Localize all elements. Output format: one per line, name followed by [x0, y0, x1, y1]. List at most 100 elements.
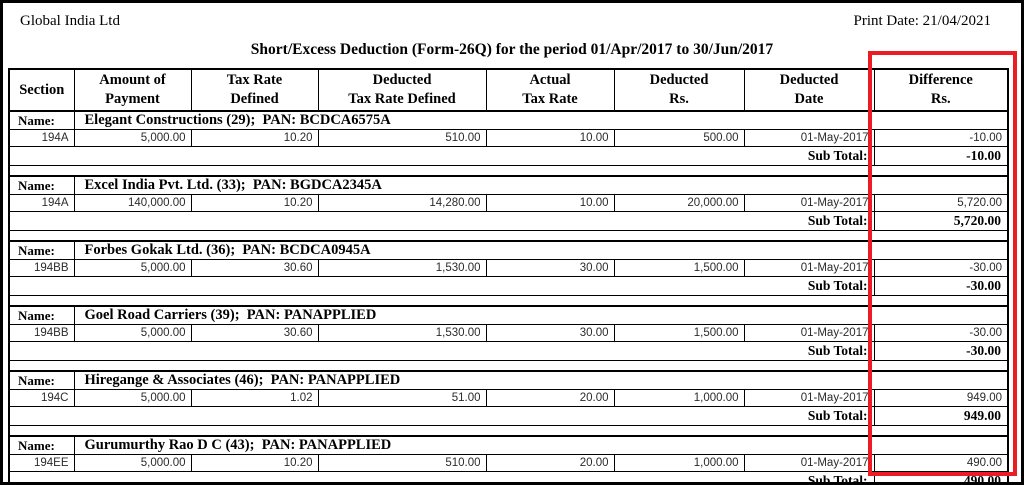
name-label: Name: [9, 240, 75, 260]
group-gap-cell [9, 426, 1008, 437]
data-cell-3: 1,530.00 [317, 324, 487, 342]
column-header-1: Amount of Payment [73, 68, 192, 112]
deduction-data-row: 194A 140,000.00 10.20 14,280.00 10.00 20,000.… [8, 194, 1009, 212]
sub-total-value: -30.00 [873, 341, 1008, 361]
sub-total-value: 490.00 [873, 471, 1008, 482]
data-cell-4: 20.00 [485, 454, 615, 472]
data-cell-0: 194BB [8, 324, 75, 342]
data-cell-4: 10.00 [485, 129, 615, 147]
deductee-name: Elegant Constructions (29); PAN: BCDCA65… [74, 110, 1008, 130]
sub-total-row: Sub Total: -10.00 [9, 146, 1008, 166]
data-cell-4: 30.00 [485, 324, 615, 342]
deductee-name-row: Name: Goel Road Carriers (39); PAN: PANAP… [9, 305, 1008, 325]
group-gap-cell [9, 296, 1008, 307]
name-label: Name: [9, 175, 75, 195]
data-cell-3: 51.00 [317, 389, 487, 407]
data-cell-2: 10.20 [190, 194, 319, 212]
sub-total-label: Sub Total: [744, 471, 874, 482]
name-label: Name: [9, 110, 75, 130]
report-header: Global India Ltd Print Date: 21/04/2021 [3, 3, 1021, 30]
report-table: Section Amount of Payment Tax Rate Defined De… [8, 68, 1009, 482]
group-gap-row [9, 296, 1008, 307]
sub-total-row: Sub Total: 5,720.00 [9, 211, 1008, 231]
column-header-3: Deducted Tax Rate Defined [317, 68, 487, 112]
data-cell-6: 01-May-2017 [743, 389, 875, 407]
sub-total-label: Sub Total: [744, 146, 874, 166]
column-header-2: Tax Rate Defined [190, 68, 319, 112]
data-cell-7: -30.00 [873, 324, 1009, 342]
data-cell-3: 510.00 [317, 454, 487, 472]
data-cell-2: 1.02 [190, 389, 319, 407]
data-cell-1: 5,000.00 [73, 454, 192, 472]
sub-total-spacer [9, 276, 744, 296]
sub-total-row: Sub Total: 490.00 [9, 471, 1008, 482]
sub-total-label: Sub Total: [744, 276, 874, 296]
group-gap-row [9, 426, 1008, 437]
column-header-6: Deducted Date [743, 68, 875, 112]
data-cell-1: 5,000.00 [73, 259, 192, 277]
group-gap-cell [9, 231, 1008, 242]
company-name: Global India Ltd [20, 13, 120, 29]
deductee-name: Goel Road Carriers (39); PAN: PANAPPLIED [74, 305, 1008, 325]
deductee-name-row: Name: Excel India Pvt. Ltd. (33); PAN: BG… [9, 175, 1008, 195]
deductee-name: Gurumurthy Rao D C (43); PAN: PANAPPLIED [74, 435, 1008, 455]
sub-total-row: Sub Total: -30.00 [9, 341, 1008, 361]
data-cell-1: 5,000.00 [73, 324, 192, 342]
data-cell-0: 194C [8, 389, 75, 407]
column-header-7: Difference Rs. [873, 68, 1009, 112]
print-date-value: 21/04/2021 [922, 13, 991, 29]
deductee-name-row: Name: Hiregange & Associates (46); PAN: P… [9, 370, 1008, 390]
data-cell-5: 1,500.00 [613, 324, 745, 342]
sub-total-row: Sub Total: 949.00 [9, 406, 1008, 426]
data-cell-7: 490.00 [873, 454, 1009, 472]
data-cell-0: 194BB [8, 259, 75, 277]
data-cell-5: 20,000.00 [613, 194, 745, 212]
data-cell-6: 01-May-2017 [743, 324, 875, 342]
data-cell-0: 194A [8, 194, 75, 212]
data-cell-6: 01-May-2017 [743, 194, 875, 212]
data-cell-3: 14,280.00 [317, 194, 487, 212]
sub-total-spacer [9, 146, 744, 166]
deductee-name-row: Name: Forbes Gokak Ltd. (36); PAN: BCDCA0… [9, 240, 1008, 260]
sub-total-spacer [9, 211, 744, 231]
sub-total-spacer [9, 406, 744, 426]
column-header-4: Actual Tax Rate [485, 68, 615, 112]
data-cell-5: 500.00 [613, 129, 745, 147]
data-cell-5: 1,000.00 [613, 454, 745, 472]
data-cell-7: -30.00 [873, 259, 1009, 277]
deductee-name-row: Name: Gurumurthy Rao D C (43); PAN: PANAP… [9, 435, 1008, 455]
deductee-name: Hiregange & Associates (46); PAN: PANAPP… [74, 370, 1008, 390]
report-title: Short/Excess Deduction (Form-26Q) for th… [250, 41, 774, 58]
data-cell-3: 510.00 [317, 129, 487, 147]
column-header-0: Section [8, 68, 75, 112]
column-header-5: Deducted Rs. [613, 68, 745, 112]
data-cell-5: 1,000.00 [613, 389, 745, 407]
group-gap-row [9, 361, 1008, 372]
deduction-data-row: 194BB 5,000.00 30.60 1,530.00 30.00 1,500.00 0… [8, 259, 1009, 277]
group-gap-row [9, 166, 1008, 177]
column-header-row: Section Amount of Payment Tax Rate Defined De… [8, 68, 1009, 112]
sub-total-label: Sub Total: [744, 211, 874, 231]
data-cell-6: 01-May-2017 [743, 259, 875, 277]
table-header: Section Amount of Payment Tax Rate Defined De… [8, 68, 1009, 112]
data-cell-6: 01-May-2017 [743, 129, 875, 147]
data-cell-4: 30.00 [485, 259, 615, 277]
sub-total-spacer [9, 471, 744, 482]
data-cell-2: 10.20 [190, 129, 319, 147]
print-date: Print Date: 21/04/2021 [854, 12, 992, 30]
data-cell-1: 5,000.00 [73, 389, 192, 407]
sub-total-row: Sub Total: -30.00 [9, 276, 1008, 296]
group-gap-cell [9, 361, 1008, 372]
sub-total-label: Sub Total: [744, 341, 874, 361]
sub-total-value: -10.00 [873, 146, 1008, 166]
data-cell-2: 30.60 [190, 259, 319, 277]
group-gap-row [9, 231, 1008, 242]
data-cell-7: 5,720.00 [873, 194, 1009, 212]
deductee-name: Excel India Pvt. Ltd. (33); PAN: BGDCA23… [74, 175, 1008, 195]
data-cell-1: 5,000.00 [73, 129, 192, 147]
deduction-data-row: 194C 5,000.00 1.02 51.00 20.00 1,000.00 01-May… [8, 389, 1009, 407]
data-cell-7: -10.00 [873, 129, 1009, 147]
data-cell-0: 194EE [8, 454, 75, 472]
data-cell-4: 10.00 [485, 194, 615, 212]
